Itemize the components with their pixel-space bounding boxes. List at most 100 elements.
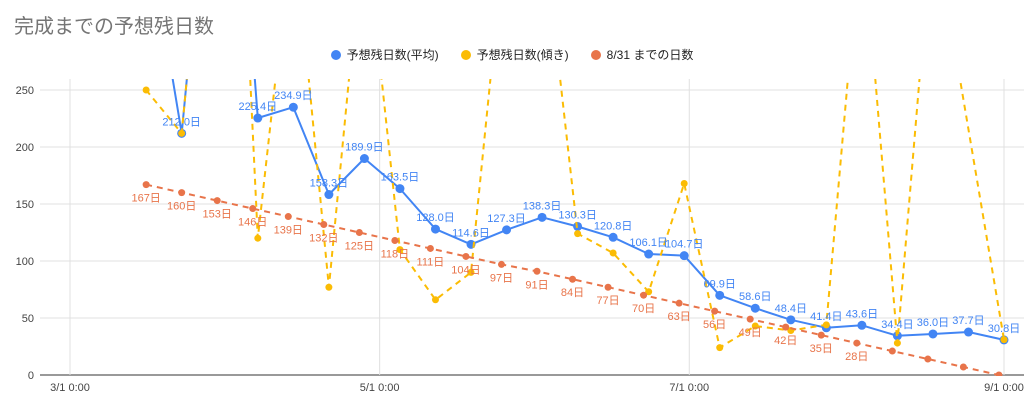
- legend-swatch-avg: [330, 49, 341, 60]
- x-tick-label: 9/1 0:00: [984, 382, 1024, 394]
- data-point: [359, 154, 369, 164]
- data-point: [569, 275, 577, 283]
- data-point: [853, 339, 861, 347]
- data-point: [213, 197, 221, 205]
- data-label: 28日: [845, 351, 868, 363]
- data-point: [746, 315, 754, 323]
- legend-item-slope[interactable]: 予想残日数(傾き): [460, 46, 569, 63]
- x-tick-label: 3/1 0:00: [50, 382, 90, 394]
- data-label: 37.7日: [952, 315, 984, 327]
- data-point: [888, 347, 896, 355]
- data-point: [320, 221, 328, 229]
- data-label: 104.7日: [665, 239, 704, 251]
- series-line: [171, 79, 1005, 341]
- data-point: [782, 323, 790, 331]
- data-point: [675, 299, 683, 307]
- data-point: [608, 232, 618, 242]
- data-label: 43.6日: [846, 308, 878, 320]
- data-label: 139日: [274, 225, 303, 237]
- legend-swatch-slope: [460, 49, 471, 60]
- data-label: 158.3日: [310, 178, 349, 190]
- data-label: 160日: [167, 201, 196, 213]
- data-label: 167日: [131, 193, 160, 205]
- data-point: [142, 181, 150, 189]
- data-label: 42日: [774, 335, 797, 347]
- data-point: [284, 213, 292, 221]
- data-point: [857, 320, 867, 330]
- y-tick-label: 200: [16, 142, 34, 154]
- data-point: [711, 307, 719, 315]
- data-label: 77日: [596, 295, 619, 307]
- data-label: 234.9日: [274, 90, 313, 102]
- data-label: 97日: [490, 272, 513, 284]
- data-point: [963, 327, 973, 337]
- data-label: 138.3日: [523, 200, 562, 212]
- data-label: 153日: [203, 209, 232, 221]
- data-label: 63日: [668, 311, 691, 323]
- data-point: [462, 252, 470, 260]
- data-point: [253, 113, 263, 123]
- data-point: [254, 234, 262, 242]
- data-point: [604, 283, 612, 291]
- data-point: [574, 230, 582, 238]
- data-label: 41.4日: [810, 311, 842, 323]
- data-label: 70日: [632, 303, 655, 315]
- data-label: 111日: [417, 256, 445, 268]
- data-label: 58.6日: [739, 291, 771, 303]
- data-point: [431, 296, 439, 304]
- y-tick-label: 100: [16, 256, 34, 268]
- data-label: 84日: [561, 287, 584, 299]
- data-point: [680, 179, 688, 187]
- data-label: 225.4日: [239, 101, 278, 113]
- data-point: [822, 321, 830, 329]
- data-point: [750, 303, 760, 313]
- data-point: [396, 246, 404, 254]
- legend-label-slope: 予想残日数(傾き): [476, 48, 569, 62]
- data-label: 189.9日: [345, 142, 384, 154]
- data-label: 212.0日: [162, 116, 201, 128]
- y-tick-label: 50: [22, 313, 34, 325]
- data-label: 163.5日: [381, 172, 420, 184]
- data-label: 34.4日: [881, 319, 913, 331]
- data-point: [679, 251, 689, 261]
- data-point: [426, 244, 434, 252]
- grid-layer: [40, 79, 1024, 376]
- y-tick-label: 250: [16, 85, 34, 97]
- data-point: [502, 225, 512, 235]
- data-point: [178, 129, 186, 137]
- data-label: 69.9日: [704, 278, 736, 290]
- data-point: [355, 229, 363, 236]
- data-point: [537, 212, 547, 222]
- chart-title: 完成までの予想残日数: [14, 16, 214, 38]
- data-label: 106.1日: [629, 237, 668, 249]
- data-point: [391, 236, 399, 244]
- data-point: [533, 267, 541, 275]
- data-label: 35日: [810, 343, 833, 355]
- data-label: 36.0日: [917, 317, 949, 329]
- data-label: 30.8日: [988, 323, 1020, 335]
- data-point: [995, 371, 1003, 376]
- legend-label-avg: 予想残日数(平均): [346, 48, 439, 62]
- data-point: [1000, 336, 1008, 344]
- axis-layer: 0 50 100 150 200 250 3/1 0:00 5/1 0:00 7/1 0:00 9…: [16, 85, 1024, 394]
- data-point: [817, 331, 825, 339]
- data-point: [324, 190, 334, 200]
- x-tick-label: 5/1 0:00: [360, 382, 400, 394]
- legend-item-deadline[interactable]: 8/31 までの日数: [590, 46, 693, 63]
- data-point: [288, 102, 298, 112]
- data-label: 128.0日: [416, 212, 455, 224]
- data-point: [893, 339, 901, 347]
- data-label: 104日: [451, 264, 480, 276]
- data-point: [644, 249, 654, 259]
- data-label: 120.8日: [594, 220, 633, 232]
- data-label: 114.6日: [452, 227, 490, 239]
- data-point: [609, 249, 617, 257]
- data-point: [640, 291, 648, 299]
- data-label: 118日: [381, 248, 410, 260]
- data-point: [395, 184, 405, 194]
- data-label: 127.3日: [487, 213, 526, 225]
- legend-item-avg[interactable]: 予想残日数(平均): [330, 46, 439, 63]
- data-point: [325, 283, 333, 291]
